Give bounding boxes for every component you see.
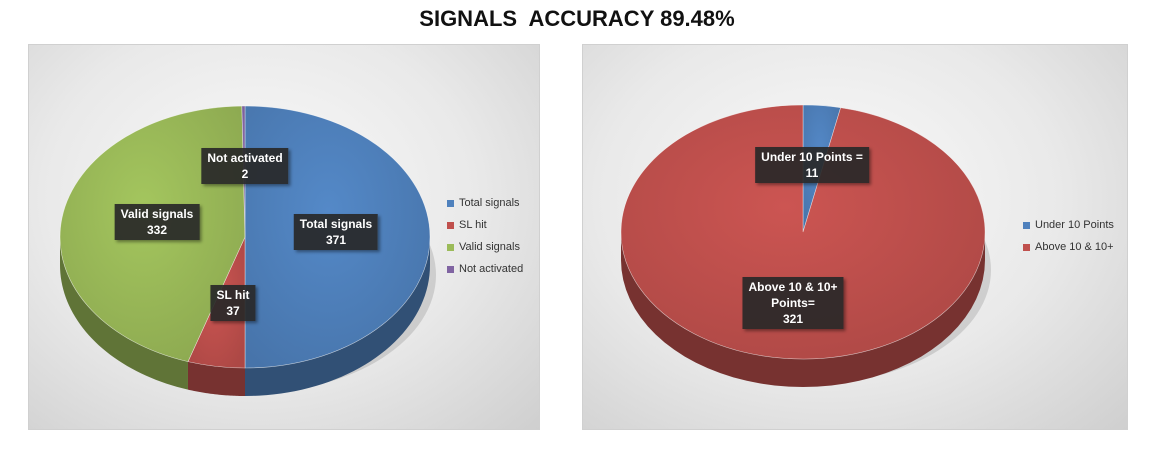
legend-label: Not activated (459, 263, 524, 275)
data-label-line: 371 (325, 233, 347, 247)
page-title: SIGNALS ACCURACY 89.48% (419, 6, 735, 31)
data-label-line: 37 (226, 304, 240, 318)
legend-swatch (1023, 243, 1030, 251)
signals-pie-chart: Total signals SL hit Valid signals Not acti… (28, 44, 540, 430)
points-pie-svg (620, 104, 991, 387)
data-label-line: Not activated (207, 151, 283, 165)
legend-swatch (447, 265, 454, 273)
data-label-line: 332 (146, 223, 168, 237)
data-label-line: Under 10 Points = (761, 150, 863, 164)
pie-side-valid-signals (60, 237, 188, 390)
legend-item-sl-hit: SL hit (447, 214, 523, 236)
legend-label: Under 10 Points (1035, 219, 1114, 231)
legend-item-valid-signals: Valid signals (447, 236, 523, 258)
data-label-line: Total signals (299, 217, 373, 231)
legend-label: Valid signals (459, 241, 520, 253)
legend-item-under-10-points: Under 10 Points (1023, 214, 1114, 236)
data-label-not-activated: Not activated 2 (201, 148, 289, 184)
legend-swatch (447, 199, 454, 207)
legend-item-total-signals: Total signals (447, 192, 523, 214)
legend-label: Total signals (459, 197, 520, 209)
legend-label: SL hit (459, 219, 487, 231)
legend-item-not-activated: Not activated (447, 258, 523, 280)
data-label-sl-hit: SL hit 37 (210, 285, 256, 321)
data-label-line: 2 (241, 167, 249, 181)
legend-swatch (447, 221, 454, 229)
data-label-line: 11 (805, 166, 819, 180)
legend-swatch (1023, 221, 1030, 229)
data-label-under-10-points: Under 10 Points = 11 (755, 147, 869, 183)
data-label-line: Above 10 & 10+ (748, 280, 838, 294)
points-pie-chart: Under 10 Points Above 10 & 10+ Under 10 P… (582, 44, 1128, 430)
pie-side-total-signals (245, 237, 430, 396)
legend-swatch (447, 243, 454, 251)
data-label-line: 321 (782, 312, 804, 326)
pie-side-above-10-10 (621, 232, 985, 387)
data-label-line: Valid signals (120, 207, 194, 221)
data-label-line: SL hit (216, 288, 250, 302)
signals-legend: Total signals SL hit Valid signals Not acti… (447, 192, 523, 280)
data-label-valid-signals: Valid signals 332 (114, 204, 200, 240)
pie-slice-above-10-10 (620, 104, 986, 360)
data-label-total-signals: Total signals 371 (293, 214, 379, 250)
data-label-above-10-10: Above 10 & 10+ Points= 321 (742, 277, 844, 329)
pie-side-sl-hit (187, 361, 245, 396)
points-legend: Under 10 Points Above 10 & 10+ (1023, 214, 1114, 258)
legend-item-above-10-10: Above 10 & 10+ (1023, 236, 1114, 258)
legend-label: Above 10 & 10+ (1035, 241, 1114, 253)
data-label-line: Points= (771, 296, 815, 310)
